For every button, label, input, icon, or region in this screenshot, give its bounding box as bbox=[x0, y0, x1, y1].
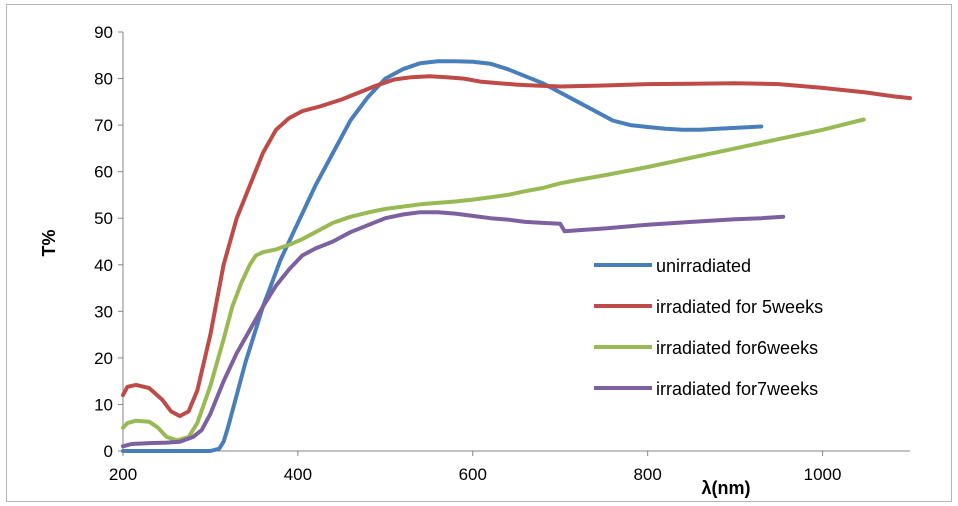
y-tick-label: 30 bbox=[94, 302, 113, 321]
legend-label-2: irradiated for 5weeks bbox=[656, 297, 823, 317]
y-tick-label: 50 bbox=[94, 209, 113, 228]
y-tick-label: 0 bbox=[104, 442, 113, 461]
x-axis-title: λ(nm) bbox=[702, 478, 751, 498]
axes: 0 10 20 30 40 50 60 70 80 90 200 400 600 800 1000 bbox=[94, 23, 910, 484]
legend-label-3: irradiated for6weeks bbox=[656, 338, 818, 358]
series-line-1 bbox=[121, 59, 764, 453]
y-axis-title: T% bbox=[39, 230, 59, 257]
legend-label-1: unirradiated bbox=[656, 256, 751, 276]
legend-label-4: irradiated for7weeks bbox=[656, 379, 818, 399]
series-line-4 bbox=[121, 210, 786, 449]
y-tick-label: 90 bbox=[94, 23, 113, 42]
y-tick-label: 70 bbox=[94, 116, 113, 135]
series-layer bbox=[121, 59, 912, 453]
y-tick-label: 60 bbox=[94, 163, 113, 182]
y-tick-label: 20 bbox=[94, 349, 113, 368]
x-tick-label: 600 bbox=[459, 465, 487, 484]
x-tick-label: 400 bbox=[284, 465, 312, 484]
x-tick-label: 200 bbox=[109, 465, 137, 484]
x-tick-label: 800 bbox=[633, 465, 661, 484]
y-tick-label: 80 bbox=[94, 70, 113, 89]
series-line-2 bbox=[121, 74, 912, 419]
y-tick-label: 10 bbox=[94, 395, 113, 414]
x-tick-label: 1000 bbox=[804, 465, 842, 484]
legend: unirradiated irradiated for 5weeks irradia… bbox=[594, 256, 823, 399]
y-tick-label: 40 bbox=[94, 256, 113, 275]
